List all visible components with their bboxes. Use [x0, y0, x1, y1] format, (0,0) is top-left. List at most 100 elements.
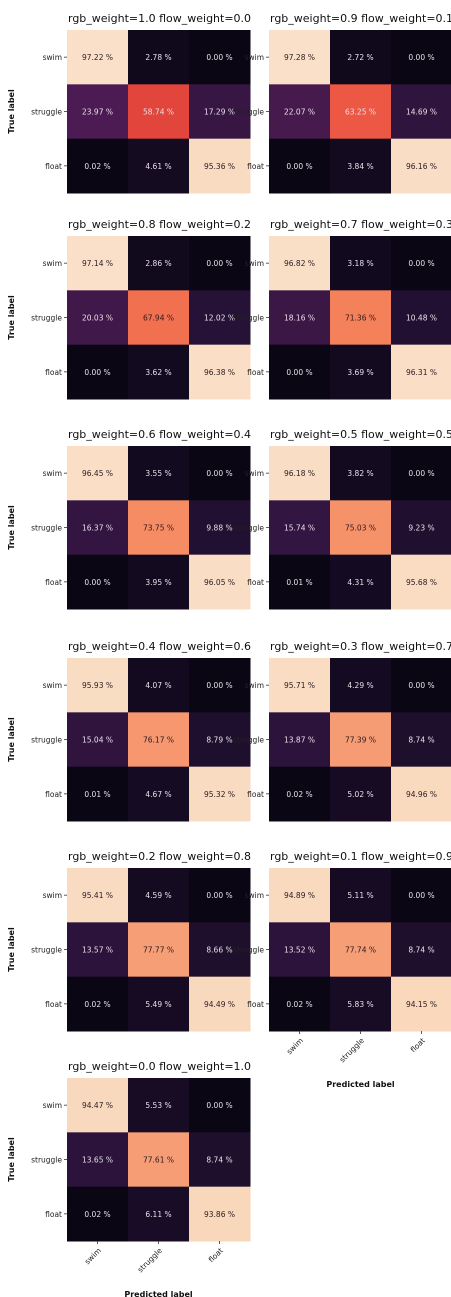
heatmap-cell — [128, 446, 190, 501]
y-axis-label: True label — [7, 1137, 16, 1182]
y-tick-label: float — [247, 1000, 264, 1009]
cell-value-label: 10.48 % — [406, 314, 437, 323]
heatmap-cell — [391, 446, 451, 501]
heatmap-cell — [128, 868, 190, 923]
x-tick-label: float — [207, 1246, 225, 1264]
cell-value-label: 0.00 % — [206, 681, 232, 690]
heatmap-cell — [128, 766, 190, 822]
cell-value-label: 94.15 % — [406, 1000, 437, 1009]
heatmap-cell — [189, 712, 251, 768]
cell-value-label: 3.95 % — [145, 578, 171, 587]
panel-title: rgb_weight=0.1 flow_weight=0.9 — [270, 850, 451, 863]
cell-value-label: 96.16 % — [406, 162, 437, 171]
heatmap-cell — [67, 658, 129, 713]
cell-value-label: 0.00 % — [84, 578, 110, 587]
y-axis-label: True label — [7, 89, 16, 134]
heatmap-cell — [189, 138, 251, 194]
heatmap-cell — [189, 1186, 251, 1242]
heatmap-cell — [128, 976, 190, 1032]
heatmap-cell — [189, 500, 251, 556]
cell-value-label: 67.94 % — [143, 314, 174, 323]
cell-value-label: 16.37 % — [82, 524, 113, 533]
heatmap-cell — [189, 290, 251, 346]
cell-value-label: 3.82 % — [347, 469, 373, 478]
cell-value-label: 96.31 % — [406, 368, 437, 377]
heatmap-cell — [67, 1132, 129, 1188]
heatmap-cell — [391, 922, 451, 978]
y-tick-label: float — [247, 790, 264, 799]
y-tick-label: swim — [43, 681, 62, 690]
y-tick-label: struggle — [31, 108, 62, 117]
heatmap-cell — [269, 344, 331, 400]
heatmap-cell — [330, 868, 392, 923]
panel-title: rgb_weight=0.2 flow_weight=0.8 — [68, 850, 251, 863]
cell-value-label: 23.97 % — [82, 108, 113, 117]
heatmap-cell — [269, 84, 331, 140]
heatmap-cell — [391, 658, 451, 713]
cell-value-label: 15.04 % — [82, 736, 113, 745]
cell-value-label: 0.00 % — [206, 469, 232, 478]
cell-value-label: 96.45 % — [82, 469, 113, 478]
cell-value-label: 0.00 % — [408, 469, 434, 478]
cell-value-label: 77.61 % — [143, 1156, 174, 1165]
cell-value-label: 18.16 % — [284, 314, 315, 323]
heatmap-cell — [269, 922, 331, 978]
heatmap-cell — [67, 236, 129, 291]
confusion-matrix-panel: rgb_weight=0.9 flow_weight=0.1 97.28 % 2.7… — [233, 12, 451, 194]
heatmap-cell — [269, 554, 331, 610]
cell-value-label: 95.36 % — [204, 162, 235, 171]
cell-value-label: 0.00 % — [286, 368, 312, 377]
cell-value-label: 5.02 % — [347, 790, 373, 799]
y-tick-label: float — [45, 1210, 62, 1219]
y-tick-label: swim — [245, 259, 264, 268]
cell-value-label: 0.00 % — [408, 53, 434, 62]
cell-value-label: 97.22 % — [82, 53, 113, 62]
heatmap-cell — [330, 658, 392, 713]
heatmap-cell — [269, 658, 331, 713]
cell-value-label: 75.03 % — [345, 524, 376, 533]
x-axis-label: Predicted label — [124, 1290, 193, 1297]
confusion-matrix-panel: rgb_weight=0.2 flow_weight=0.8 95.41 % 4.5… — [7, 850, 251, 1032]
cell-value-label: 3.18 % — [347, 259, 373, 268]
heatmap-cell — [67, 868, 129, 923]
y-tick-label: struggle — [31, 524, 62, 533]
cell-value-label: 94.49 % — [204, 1000, 235, 1009]
heatmap-cell — [269, 500, 331, 556]
cell-value-label: 0.02 % — [286, 1000, 312, 1009]
heatmap-cell — [128, 344, 190, 400]
cell-value-label: 4.31 % — [347, 578, 373, 587]
cell-value-label: 17.29 % — [204, 108, 235, 117]
panel-title: rgb_weight=0.7 flow_weight=0.3 — [270, 218, 451, 231]
heatmap-cell — [189, 446, 251, 501]
cell-value-label: 3.62 % — [145, 368, 171, 377]
y-tick-label: struggle — [31, 946, 62, 955]
cell-value-label: 0.02 % — [286, 790, 312, 799]
cell-value-label: 3.69 % — [347, 368, 373, 377]
heatmap-cell — [330, 344, 392, 400]
y-tick-label: swim — [245, 891, 264, 900]
panel-title: rgb_weight=0.5 flow_weight=0.5 — [270, 428, 451, 441]
confusion-matrix-panel: rgb_weight=0.0 flow_weight=1.0 94.47 % 5.5… — [7, 1060, 251, 1297]
cell-value-label: 8.74 % — [206, 1156, 232, 1165]
y-tick-label: struggle — [31, 736, 62, 745]
heatmap-cell — [269, 868, 331, 923]
y-tick-label: swim — [245, 681, 264, 690]
heatmap-cell — [391, 554, 451, 610]
heatmap-cell — [391, 84, 451, 140]
heatmap-cell — [330, 30, 392, 85]
cell-value-label: 97.14 % — [82, 259, 113, 268]
y-tick-label: float — [247, 162, 264, 171]
panel-title: rgb_weight=0.4 flow_weight=0.6 — [68, 640, 251, 653]
cell-value-label: 95.71 % — [284, 681, 315, 690]
confusion-matrix-panel: rgb_weight=1.0 flow_weight=0.0 97.22 % 2.7… — [7, 12, 251, 194]
heatmap-cell — [391, 236, 451, 291]
cell-value-label: 94.47 % — [82, 1101, 113, 1110]
heatmap-cell — [128, 84, 190, 140]
y-tick-label: struggle — [31, 1156, 62, 1165]
x-axis-label: Predicted label — [326, 1080, 395, 1089]
heatmap-cell — [330, 766, 392, 822]
heatmap-cell — [128, 236, 190, 291]
heatmap-cell — [269, 290, 331, 346]
heatmap-cell — [391, 344, 451, 400]
panel-title: rgb_weight=0.9 flow_weight=0.1 — [270, 12, 451, 25]
